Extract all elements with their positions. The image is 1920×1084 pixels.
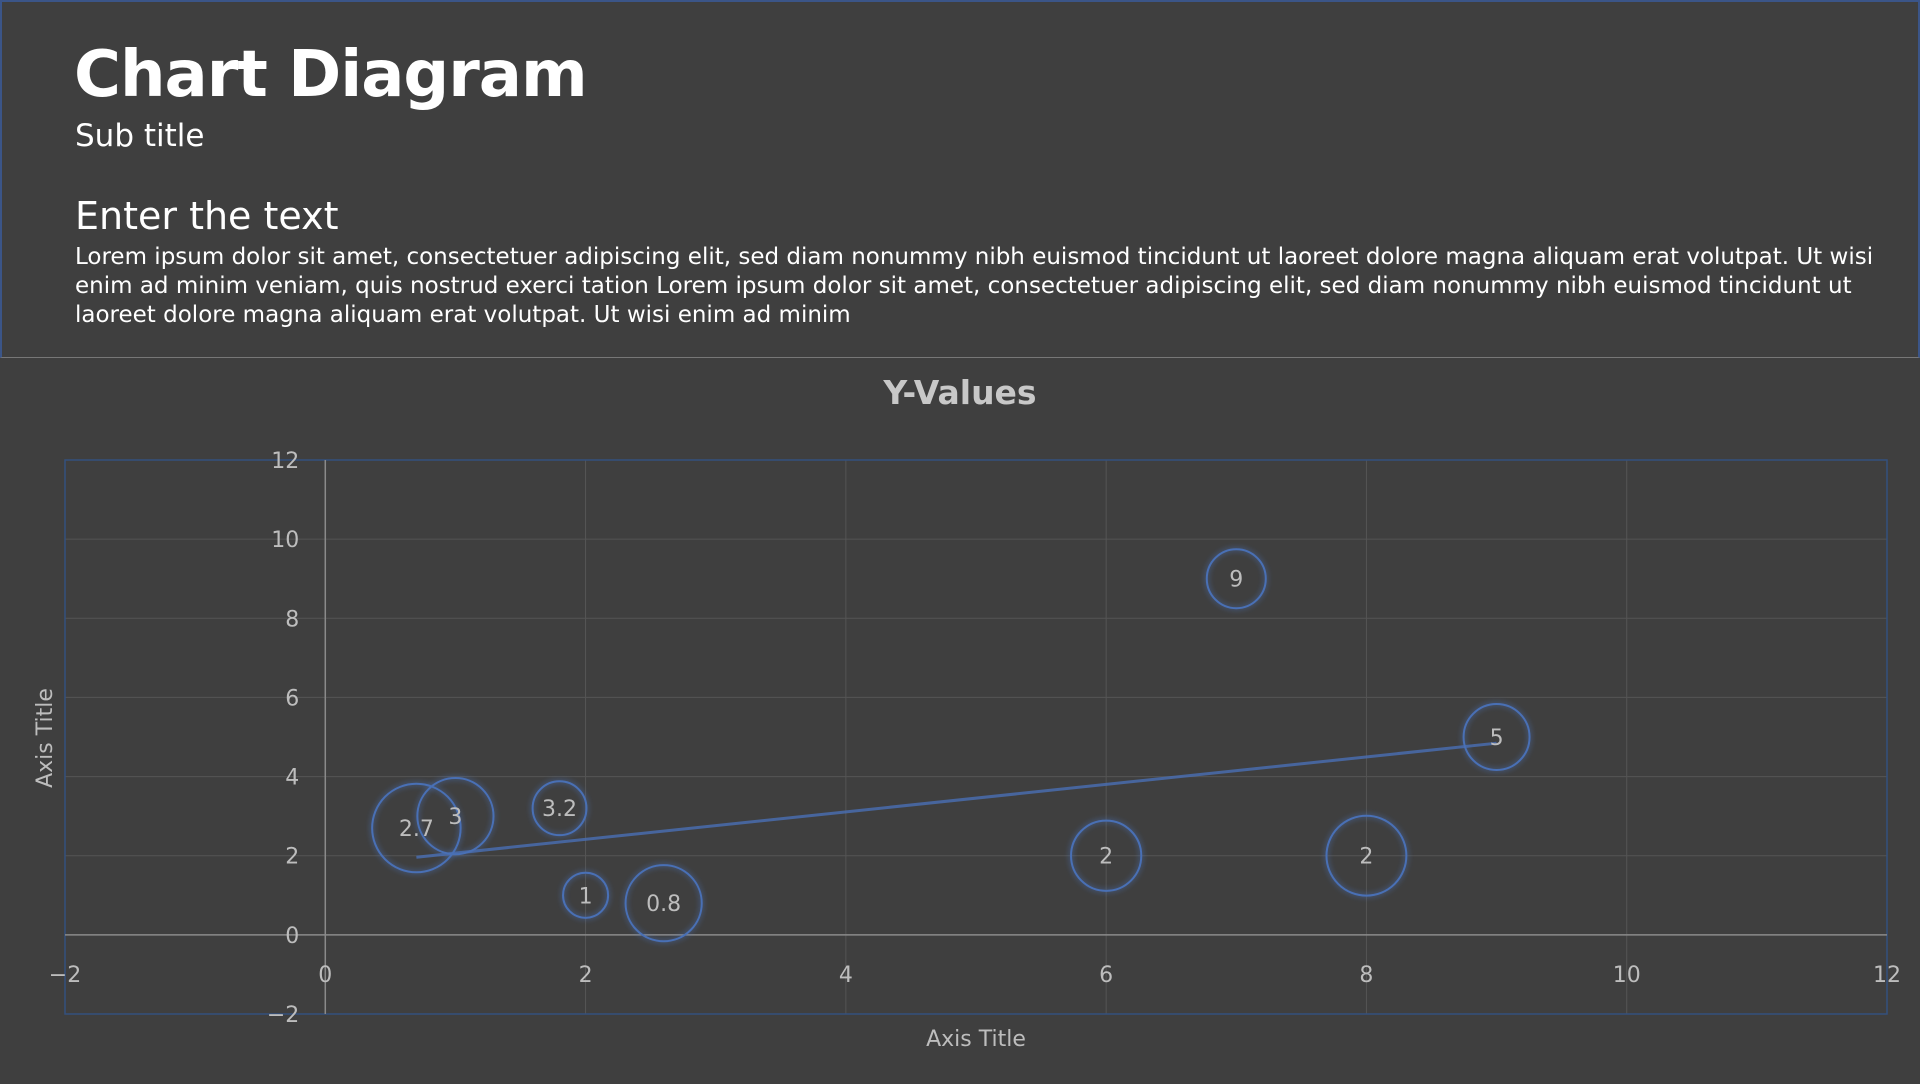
bubble-data-label: 3.2 (542, 797, 577, 822)
x-tick-label: 4 (839, 963, 853, 988)
bubble-data-label: 3 (448, 805, 462, 830)
bubble-data-label: 5 (1490, 726, 1504, 751)
x-tick-label: 6 (1099, 963, 1113, 988)
bubble (1070, 819, 1143, 892)
bubble (416, 777, 495, 856)
bubble-data-label: 9 (1229, 568, 1243, 593)
x-tick-label: 8 (1359, 963, 1373, 988)
y-tick-label: 0 (285, 924, 299, 949)
page-subtitle: Sub title (75, 118, 205, 154)
y-axis-title: Axis Title (33, 688, 58, 788)
y-tick-label: 6 (285, 686, 299, 711)
bubble (562, 871, 610, 919)
x-axis-title: Axis Title (926, 1027, 1026, 1052)
bubble-data-label: 1 (579, 884, 593, 909)
y-tick-label: −2 (267, 1003, 299, 1028)
bubble (624, 864, 703, 943)
x-tick-label: 12 (1873, 963, 1901, 988)
bubble-data-label: 2 (1359, 845, 1373, 870)
section-heading: Enter the text (75, 194, 339, 238)
y-tick-label: 12 (271, 449, 299, 474)
x-tick-label: 0 (318, 963, 332, 988)
bubble (371, 782, 462, 874)
plot-area-border (64, 459, 1888, 1015)
y-tick-label: 10 (271, 528, 299, 553)
bubble-data-label: 2 (1099, 845, 1113, 870)
chart-title: Y-Values (882, 373, 1036, 412)
x-tick-label: 2 (579, 963, 593, 988)
x-tick-label: 10 (1613, 963, 1641, 988)
bubble (1462, 703, 1531, 771)
header-panel: Chart Diagram Sub title Enter the text L… (0, 0, 1920, 358)
y-tick-label: 4 (285, 766, 299, 791)
bubble (1205, 548, 1267, 610)
bubble (1325, 814, 1408, 897)
y-tick-label: 8 (285, 607, 299, 632)
page-title: Chart Diagram (74, 38, 588, 112)
x-tick-label: −2 (49, 963, 81, 988)
trendline (416, 741, 1497, 859)
y-tick-label: 2 (285, 845, 299, 870)
bubble-data-label: 0.8 (646, 892, 681, 917)
body-text: Lorem ipsum dolor sit amet, consectetuer… (75, 244, 1874, 328)
chart-panel: Y-Values −2 0 2 4 6 8 10 12 −2 0 2 4 6 8 10 12 2.7 3 3.2 1… (0, 358, 1920, 1080)
bubble (531, 780, 588, 837)
bubble-data-label: 2.7 (399, 817, 434, 842)
